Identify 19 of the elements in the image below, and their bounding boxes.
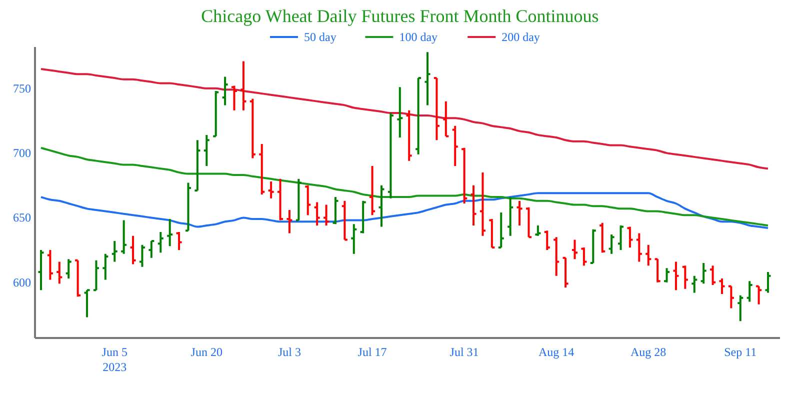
x-tick-label: Jun 20 (190, 345, 222, 359)
line-series (40, 68, 769, 170)
legend-label: 200 day (502, 30, 540, 44)
x-tick-label: Aug 28 (630, 345, 666, 359)
x-tick-label: Jun 5 2023 (102, 345, 128, 374)
y-tick-label: 600 (13, 275, 31, 290)
x-tick-label: Aug 14 (538, 345, 574, 359)
y-tick-label: 700 (13, 146, 31, 160)
x-tick-label: Jul 31 (450, 345, 479, 359)
y-tick-label: 750 (13, 81, 31, 96)
line-series (40, 146, 769, 226)
x-tick-label: Sep 11 (724, 345, 757, 359)
x-tick-label: Jul 17 (358, 345, 387, 359)
legend-label: 100 day (399, 30, 438, 44)
chart-title: Chicago Wheat Daily Futures Front Month Continuous (201, 6, 599, 26)
line-series (40, 192, 769, 230)
x-tick-label: Jul 3 (278, 345, 301, 359)
legend-label: 50 day (304, 30, 336, 44)
y-tick-label: 650 (13, 210, 31, 225)
